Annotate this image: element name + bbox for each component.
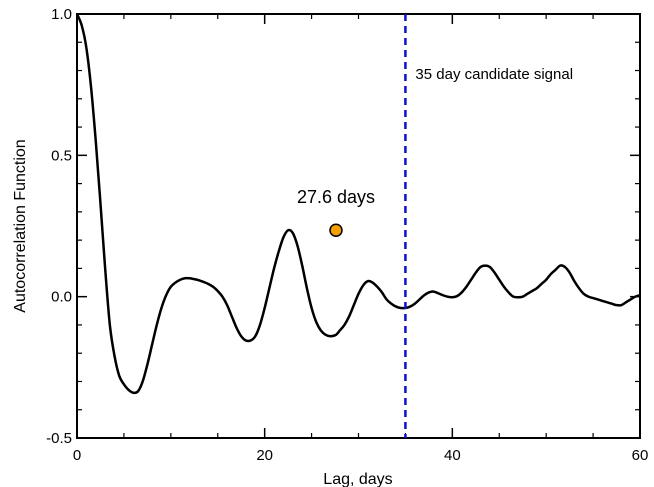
x-tick-label: 0 (73, 447, 81, 464)
y-tick-label: 1.0 (51, 6, 72, 23)
acf-series-line (75, 13, 641, 395)
y-axis-title: Autocorrelation Function (12, 139, 29, 312)
x-tick-label: 40 (444, 447, 461, 464)
tick-labels: 0 20 40 60 -0.5 0.0 0.5 1.0 (46, 6, 648, 464)
y-tick-label: -0.5 (46, 430, 72, 447)
candidate-signal-label: 35 day candidate signal (415, 66, 573, 83)
x-tick-label: 20 (256, 447, 273, 464)
peak-marker (329, 223, 343, 237)
y-tick-label: 0.5 (51, 147, 72, 164)
y-tick-label: 0.0 (51, 289, 72, 306)
x-axis-title: Lag, days (323, 471, 392, 487)
peak-label: 27.6 days (297, 187, 375, 207)
x-tick-label: 60 (632, 447, 649, 464)
